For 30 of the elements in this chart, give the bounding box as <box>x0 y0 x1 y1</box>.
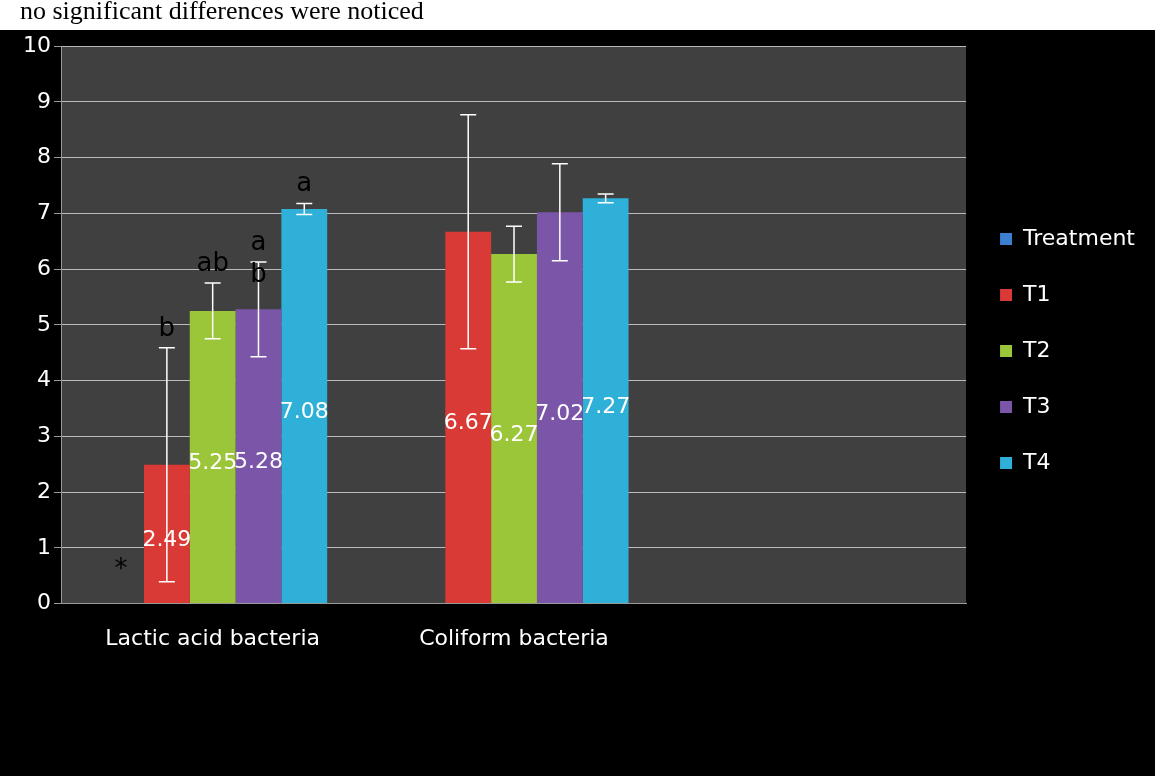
y-tick-label: 3 <box>36 422 51 448</box>
legend-label: T1 <box>1022 280 1051 306</box>
bar <box>582 198 629 604</box>
annotation: a <box>250 225 267 256</box>
y-tick-label: 0 <box>36 589 51 615</box>
y-tick-label: 2 <box>36 477 51 503</box>
y-tick-label: 4 <box>36 366 51 392</box>
annotation: a <box>296 167 313 198</box>
y-tick-label: 1 <box>36 533 51 559</box>
y-tick-label: 5 <box>36 310 51 336</box>
y-tick-label: 10 <box>22 31 51 57</box>
text: no significant differences were noticed <box>19 0 425 27</box>
bar <box>536 212 583 604</box>
bar <box>491 254 537 604</box>
legend-label: Treatment <box>1022 224 1136 250</box>
legend-label: T4 <box>1022 448 1051 474</box>
legend-label: T3 <box>1022 392 1051 418</box>
y-tick-label: 6 <box>36 254 51 280</box>
bar <box>445 231 492 604</box>
bar <box>189 310 236 604</box>
legend-label: T2 <box>1022 336 1051 362</box>
y-tick-label: 7 <box>36 199 51 225</box>
bar <box>281 208 328 604</box>
x-tick-label: Lactic acid bacteria <box>105 624 320 650</box>
annotation: ab <box>196 246 229 277</box>
bar <box>235 309 282 604</box>
y-tick-label: 8 <box>36 143 51 169</box>
x-tick-label: Coliform bacteria <box>419 624 609 650</box>
y-tick-label: 9 <box>36 87 51 113</box>
annotation: * <box>114 553 128 584</box>
